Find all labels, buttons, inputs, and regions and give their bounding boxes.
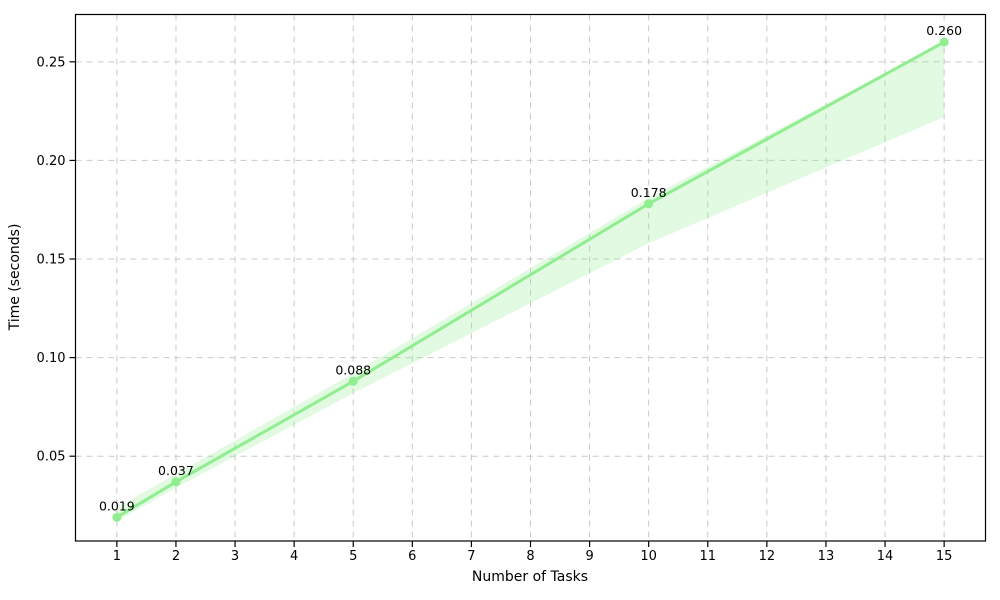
data-point <box>348 376 358 386</box>
confidence-band <box>116 42 945 522</box>
y-tick-label: 0.25 <box>37 55 66 70</box>
y-axis-tick-labels: 0.05 0.10 0.15 0.20 0.25 <box>37 55 66 464</box>
y-tick-label: 0.20 <box>37 154 66 169</box>
point-label: 0.260 <box>926 23 962 38</box>
y-tick-label: 0.15 <box>37 253 66 268</box>
confidence-band-area <box>116 42 945 522</box>
x-tick-label: 4 <box>290 549 298 564</box>
x-axis-ticks <box>116 541 945 547</box>
x-tick-label: 9 <box>585 549 593 564</box>
x-tick-label: 6 <box>408 549 416 564</box>
y-gridlines <box>75 61 986 457</box>
point-label: 0.088 <box>335 362 371 377</box>
point-label: 0.178 <box>631 185 667 200</box>
x-tick-label: 13 <box>818 549 835 564</box>
x-tick-label: 11 <box>699 549 716 564</box>
x-tick-label: 12 <box>759 549 776 564</box>
point-label: 0.019 <box>99 498 135 513</box>
data-point <box>644 199 654 209</box>
y-axis-ticks <box>69 61 76 457</box>
y-axis-label: Time (seconds) <box>7 224 23 332</box>
plot-border <box>74 13 987 542</box>
x-tick-label: 8 <box>526 549 534 564</box>
x-tick-label: 14 <box>877 549 894 564</box>
data-point <box>112 512 122 522</box>
x-tick-label: 2 <box>172 549 180 564</box>
x-tick-label: 5 <box>349 549 357 564</box>
point-labels: 0.019 0.037 0.088 0.178 0.260 <box>99 23 962 513</box>
x-axis-tick-labels: 1 2 3 4 5 6 7 8 9 10 11 12 13 14 15 <box>113 549 953 564</box>
x-tick-label: 1 <box>113 549 121 564</box>
point-label: 0.037 <box>158 463 194 478</box>
data-point <box>939 37 949 47</box>
x-tick-label: 7 <box>467 549 475 564</box>
x-axis-label: Number of Tasks <box>472 569 588 585</box>
y-tick-label: 0.10 <box>37 351 66 366</box>
y-tick-label: 0.05 <box>37 450 66 465</box>
x-tick-label: 10 <box>640 549 657 564</box>
x-tick-label: 3 <box>231 549 239 564</box>
data-points <box>112 37 949 522</box>
x-tick-label: 15 <box>936 549 953 564</box>
data-point <box>171 477 181 487</box>
